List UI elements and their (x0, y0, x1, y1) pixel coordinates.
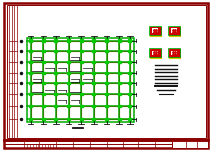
Bar (118, 72, 121, 74)
Bar (67, 118, 70, 120)
Bar (80, 72, 83, 74)
Bar (80, 82, 83, 84)
Bar (118, 105, 121, 107)
Bar (42, 50, 45, 52)
Bar (67, 61, 70, 63)
Bar (42, 39, 45, 42)
Bar (105, 50, 108, 52)
Bar (80, 93, 83, 95)
Bar (67, 72, 70, 74)
Bar (92, 72, 95, 74)
Bar (118, 82, 121, 84)
Bar (105, 39, 108, 42)
Bar (4, 140, 208, 148)
Bar (128, 105, 131, 107)
Bar (118, 50, 121, 52)
Bar (7, 5, 206, 138)
Bar (80, 105, 83, 107)
Bar (168, 48, 180, 57)
Bar (67, 93, 70, 95)
Bar (152, 28, 158, 33)
Bar (80, 50, 83, 52)
Bar (7, 5, 19, 138)
Bar (54, 105, 57, 107)
Bar (29, 72, 32, 74)
Bar (54, 118, 57, 120)
Bar (169, 49, 180, 57)
Bar (42, 105, 45, 107)
Bar (67, 50, 70, 52)
Bar (29, 82, 32, 84)
Bar (67, 39, 70, 42)
Bar (171, 28, 177, 33)
Bar (29, 118, 32, 120)
Bar (105, 82, 108, 84)
Bar (29, 50, 32, 52)
Bar (92, 39, 95, 42)
Bar (105, 118, 108, 120)
Bar (54, 72, 57, 74)
Bar (54, 82, 57, 84)
Bar (42, 118, 45, 120)
Bar (54, 50, 57, 52)
Bar (92, 105, 95, 107)
Bar (42, 72, 45, 74)
Bar (150, 27, 161, 35)
Bar (92, 50, 95, 52)
Bar (29, 93, 32, 95)
Bar (27, 38, 134, 122)
Bar (29, 61, 32, 63)
Bar (42, 93, 45, 95)
Bar (54, 93, 57, 95)
Bar (149, 26, 161, 35)
Bar (168, 26, 180, 35)
Bar (105, 61, 108, 63)
Bar (128, 82, 131, 84)
Bar (118, 93, 121, 95)
Bar (92, 82, 95, 84)
Bar (54, 39, 57, 42)
Bar (128, 50, 131, 52)
Bar (118, 118, 121, 120)
Bar (128, 118, 131, 120)
Bar (67, 82, 70, 84)
Bar (54, 61, 57, 63)
Bar (92, 93, 95, 95)
Bar (128, 61, 131, 63)
Bar (42, 61, 45, 63)
Bar (29, 39, 32, 42)
Bar (4, 3, 208, 140)
Bar (169, 27, 180, 35)
Bar (150, 49, 161, 57)
Bar (42, 82, 45, 84)
Bar (128, 39, 131, 42)
Bar (80, 61, 83, 63)
Bar (105, 105, 108, 107)
Bar (149, 48, 161, 57)
Bar (152, 51, 158, 55)
Bar (105, 93, 108, 95)
Bar (118, 39, 121, 42)
Bar (105, 72, 108, 74)
Bar (118, 61, 121, 63)
Bar (172, 140, 208, 148)
Bar (67, 105, 70, 107)
Bar (171, 51, 177, 55)
Bar (128, 72, 131, 74)
Bar (80, 39, 83, 42)
Bar (92, 118, 95, 120)
Bar (80, 118, 83, 120)
Bar (29, 105, 32, 107)
Bar (92, 61, 95, 63)
Bar (128, 93, 131, 95)
